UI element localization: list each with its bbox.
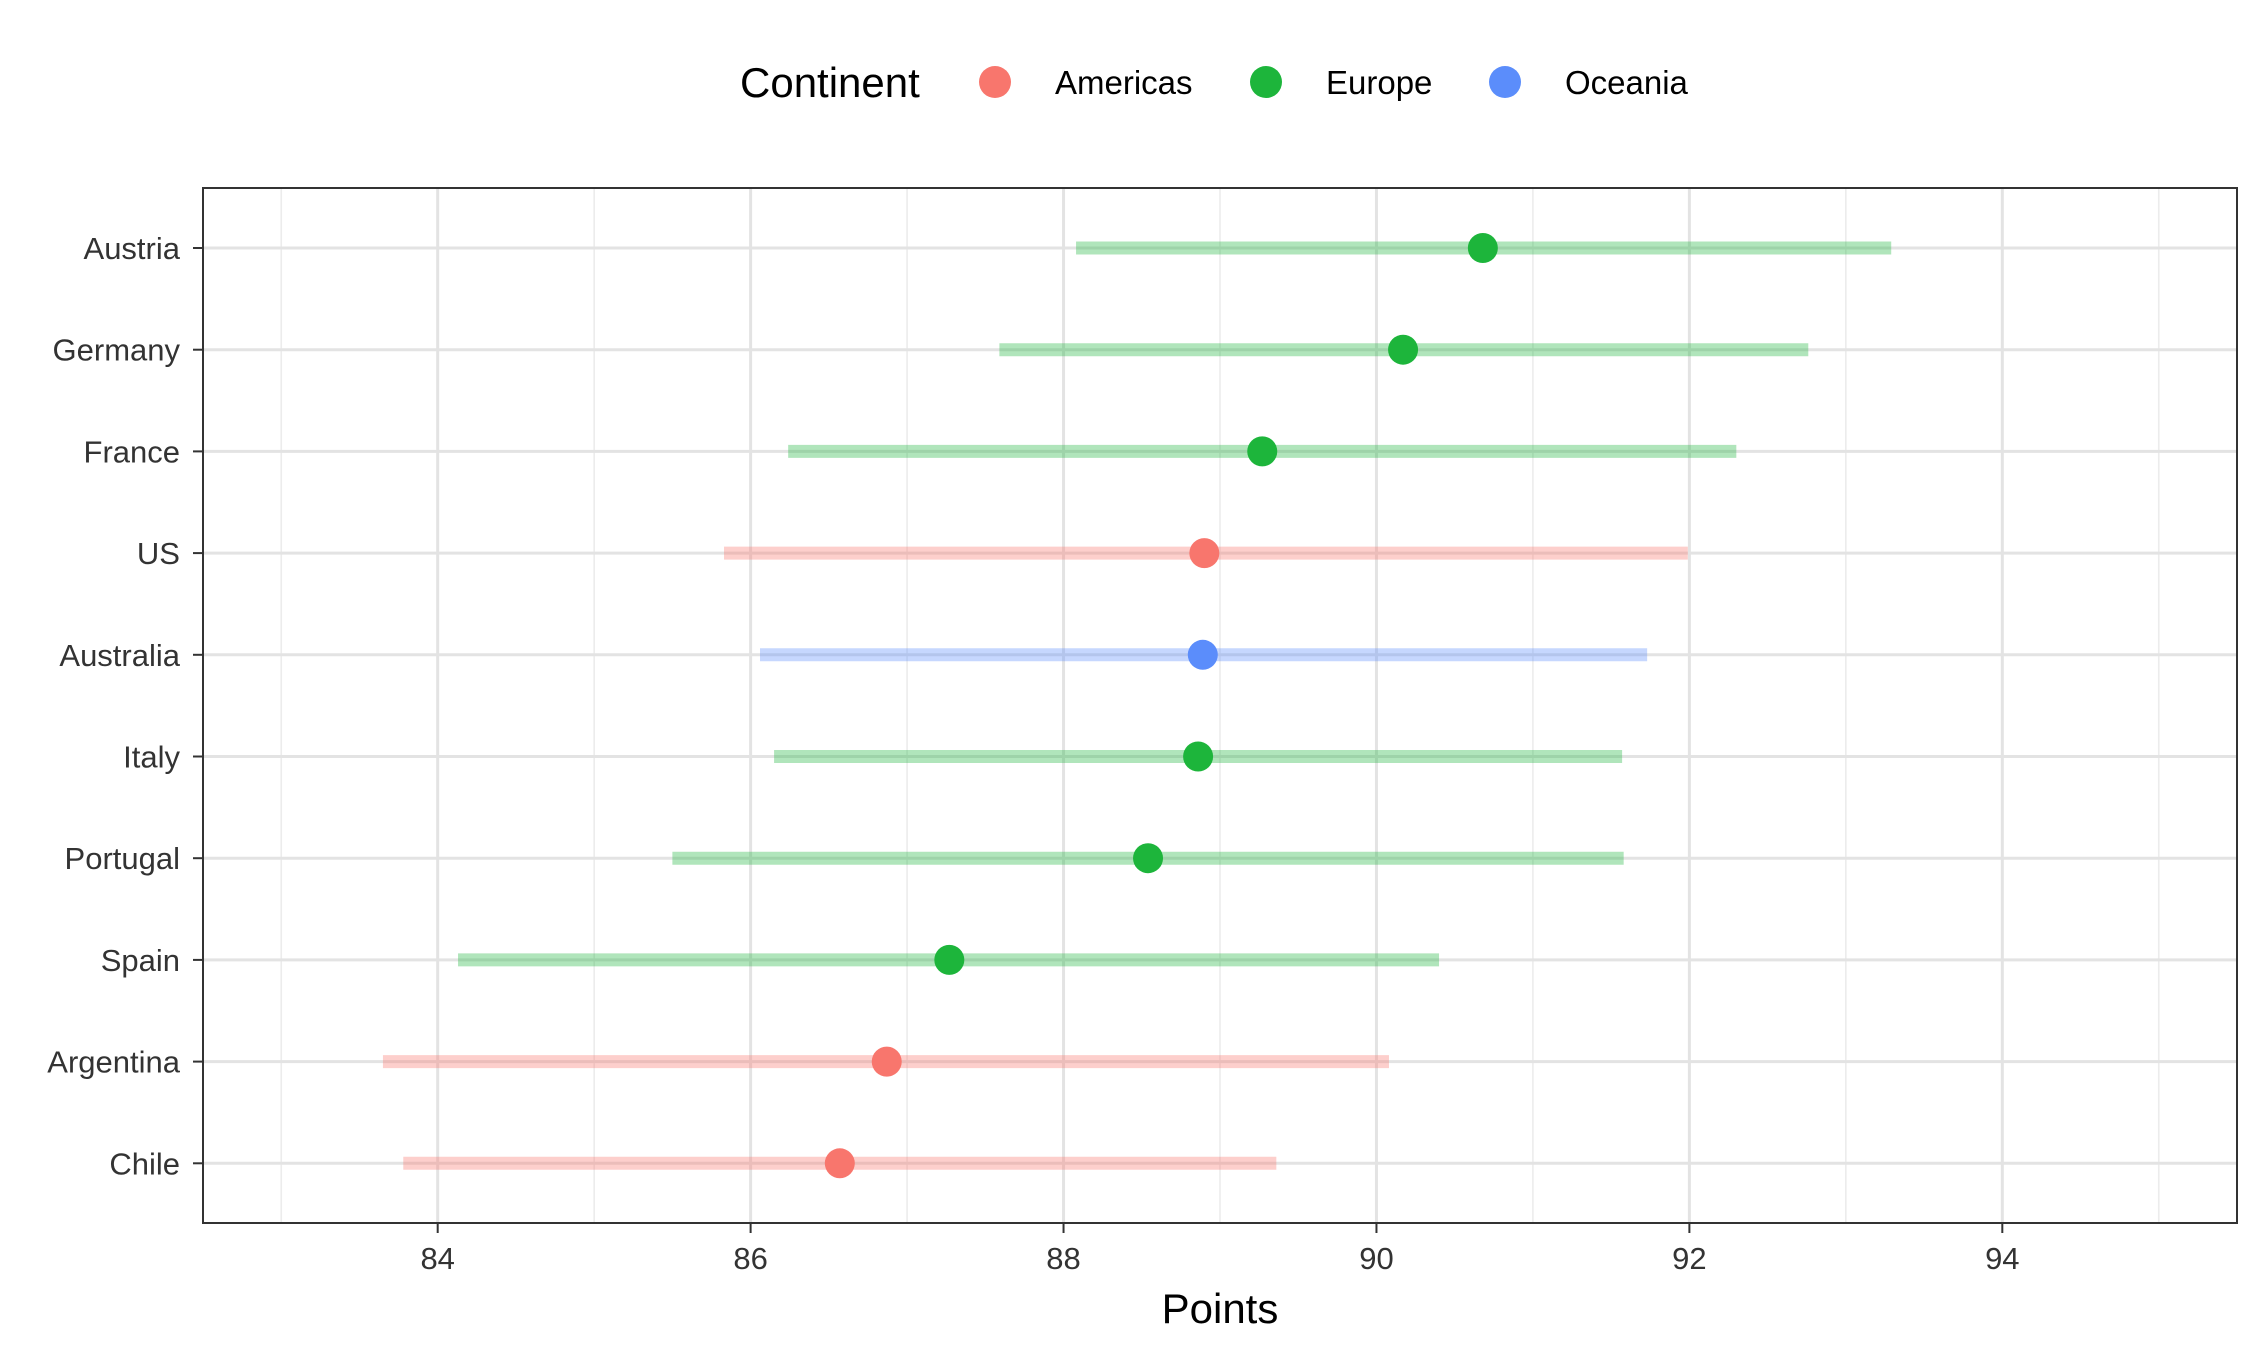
- x-tick-label-86: 86: [733, 1241, 767, 1276]
- mean-point-argentina: [871, 1046, 902, 1077]
- y-tick-label-chile: Chile: [109, 1146, 180, 1181]
- x-axis: 84 86 88 90 92 94: [420, 1223, 2020, 1276]
- y-tick-label-italy: Italy: [123, 740, 180, 775]
- plot-border: [202, 187, 2238, 1224]
- legend-label-oceania: Oceania: [1565, 64, 1689, 101]
- y-tick-label-france: France: [84, 434, 180, 469]
- mean-point-australia: [1187, 639, 1218, 670]
- x-tick-label-94: 94: [1985, 1241, 2019, 1276]
- y-tick-label-us: US: [137, 536, 180, 571]
- legend: Continent Americas Europe Oceania: [740, 59, 1689, 106]
- legend-key-oceania: [1489, 66, 1521, 98]
- mean-points: [824, 233, 1498, 1179]
- grid-major: [203, 188, 2237, 1223]
- mean-point-us: [1189, 538, 1220, 569]
- y-axis: Austria Germany France US Australia Italy Port…: [47, 231, 203, 1181]
- mean-point-spain: [934, 944, 965, 975]
- mean-point-chile: [824, 1148, 855, 1179]
- mean-point-france: [1247, 436, 1278, 467]
- x-axis-title: Points: [1162, 1285, 1279, 1332]
- x-tick-label-84: 84: [420, 1241, 454, 1276]
- legend-title: Continent: [740, 59, 920, 106]
- legend-key-americas: [979, 66, 1011, 98]
- y-tick-label-germany: Germany: [53, 333, 181, 368]
- mean-point-austria: [1467, 233, 1498, 263]
- x-tick-label-88: 88: [1046, 1241, 1080, 1276]
- grid-minor: [280, 188, 2160, 1223]
- y-tick-label-portugal: Portugal: [65, 841, 180, 876]
- legend-label-europe: Europe: [1326, 64, 1432, 101]
- y-tick-label-australia: Australia: [59, 638, 180, 673]
- y-tick-label-spain: Spain: [101, 943, 180, 978]
- y-tick-label-argentina: Argentina: [47, 1045, 180, 1080]
- legend-key-europe: [1250, 66, 1282, 98]
- mean-point-portugal: [1133, 843, 1164, 874]
- mean-point-italy: [1183, 741, 1214, 772]
- legend-label-americas: Americas: [1055, 64, 1193, 101]
- x-tick-label-92: 92: [1672, 1241, 1706, 1276]
- y-tick-label-austria: Austria: [84, 231, 181, 266]
- x-tick-label-90: 90: [1359, 1241, 1393, 1276]
- mean-point-germany: [1388, 334, 1419, 365]
